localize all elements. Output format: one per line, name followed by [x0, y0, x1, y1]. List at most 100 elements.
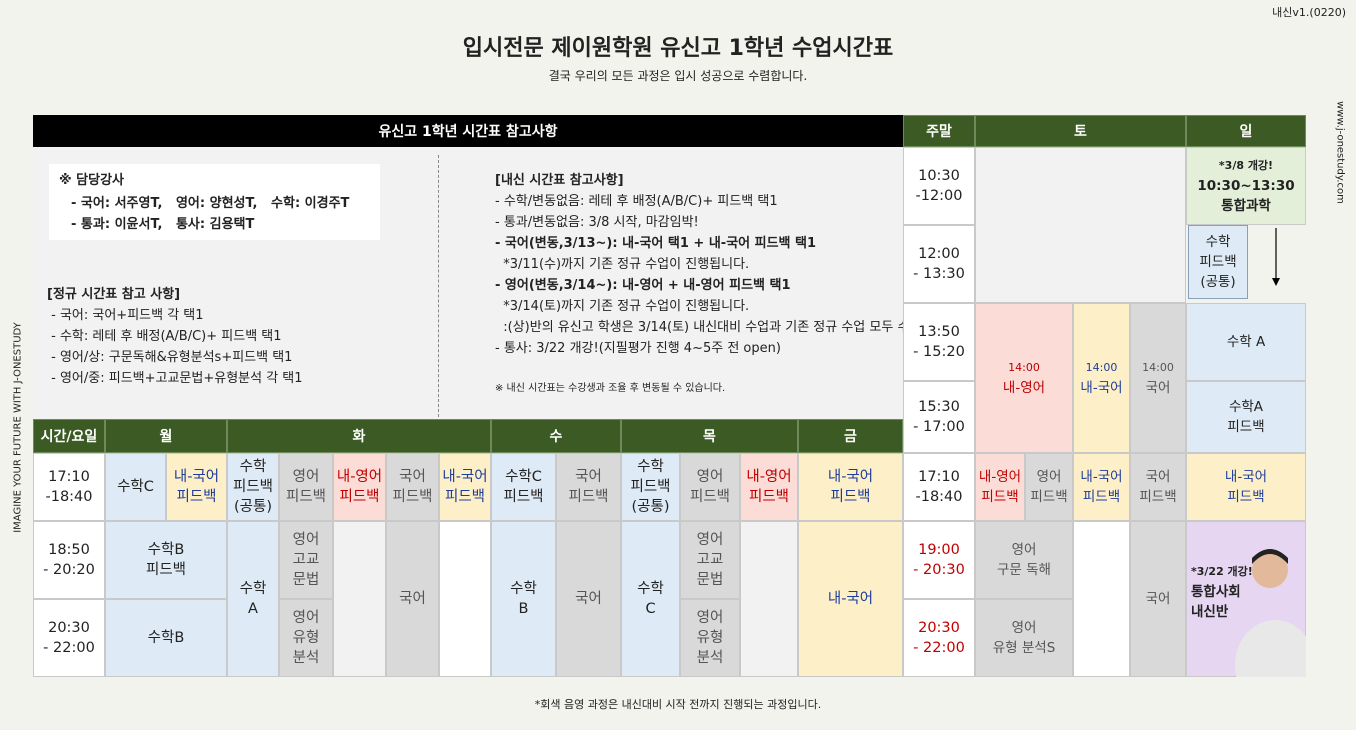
cell-text: 14:00	[1008, 361, 1040, 374]
cell-text: 수학 A	[1226, 334, 1266, 350]
regular-line: - 국어: 국어+피드백 각 택1	[47, 308, 204, 323]
cell-text: 18:50	[48, 542, 90, 558]
cell-text: 20:30	[918, 620, 960, 636]
class-cell: 17:10 -18:40	[903, 453, 975, 521]
class-cell: 내-국어	[798, 521, 903, 677]
day-header: 수	[491, 419, 621, 453]
cell-text: 피드백	[1082, 489, 1121, 505]
side-slogan: IMAGINE YOUR FUTURE WITH J-ONESTUDY	[12, 322, 24, 533]
cell-text: 분석	[292, 650, 320, 666]
subtitle: 결국 우리의 모든 과정은 입시 성공으로 수렴합니다.	[548, 69, 808, 83]
cell-text: 피드백	[1227, 419, 1265, 435]
cell-text: 고교	[696, 552, 724, 568]
class-cell: 18:50 - 20:20	[33, 521, 105, 599]
class-cell: 내-영어 피드백	[975, 453, 1025, 521]
cell-text: 영어	[1011, 620, 1037, 636]
class-cell: 영어 유형 분석	[279, 599, 333, 677]
notes-heading: 유신고 1학년 시간표 참고사항	[33, 115, 903, 147]
naesin-line: - 영어(변동,3/14~): 내-영어 + 내-영어 피드백 택1	[495, 278, 791, 293]
cell-text: 내-국어	[1224, 469, 1268, 485]
class-cell: 수학 A	[1186, 303, 1306, 381]
cell-text: 14:00	[1142, 361, 1174, 374]
cell-text: 문법	[696, 572, 724, 588]
cell-text: - 20:30	[913, 562, 965, 578]
naesin-line: *3/14(토)까지 기존 정규 수업이 진행됩니다.	[495, 299, 750, 314]
cell-text: (공통)	[631, 499, 670, 515]
empty-cell	[1073, 521, 1130, 677]
cell-text: 피드백	[748, 489, 790, 505]
cell-text: 피드백	[176, 489, 217, 505]
class-cell: 15:30 - 17:00	[903, 381, 975, 453]
cell-text: 피드백	[392, 489, 433, 505]
cell-text: 내-영어	[978, 469, 1022, 485]
cell-text: 통합과학	[1221, 198, 1271, 214]
class-cell: 수학C 피드백	[491, 453, 556, 521]
cell-text: A	[248, 601, 258, 617]
cell-text: 15:30	[918, 399, 960, 415]
cell-text: 문법	[292, 572, 320, 588]
arrow	[1272, 228, 1280, 286]
cell-text: 17:10	[48, 469, 90, 485]
cell-text: (공통)	[1200, 274, 1236, 290]
cell-text: 구문 독해	[997, 562, 1051, 578]
cell-text: (공통)	[234, 499, 272, 515]
class-cell: 20:30 - 22:00	[33, 599, 105, 677]
naesin-title: [내신 시간표 참고사항]	[495, 173, 624, 188]
cell-text: 내-영어	[336, 469, 383, 485]
cell-text: 유형	[696, 630, 724, 646]
cell-text: 피드백	[285, 489, 327, 505]
cell-text: 수학	[637, 581, 664, 597]
day-header: 화	[227, 419, 491, 453]
class-cell: 수학C	[105, 453, 166, 521]
cell-text: 피드백	[232, 479, 274, 495]
cell-text: 20:30	[48, 620, 90, 636]
class-cell: 19:00 - 20:30	[903, 521, 975, 599]
footer: *회색 음영 과정은 내신대비 시작 전까지 진행되는 과정입니다.	[534, 698, 822, 711]
class-cell: 내-국어 피드백	[798, 453, 903, 521]
cell-text: 14:00	[1085, 361, 1118, 374]
cell-text: - 15:20	[913, 344, 965, 360]
class-cell: 국어	[556, 521, 621, 677]
cell-text: 피드백	[830, 489, 871, 505]
class-cell: 내-국어 피드백	[1073, 453, 1130, 521]
teachers-box: ※ 담당강사 - 국어: 서주영T, 영어: 양현성T, 수학: 이경주T - …	[49, 164, 380, 240]
day-header: 금	[798, 419, 903, 453]
cell-text: 12:00	[918, 246, 960, 262]
cell-text: 영어	[1036, 469, 1062, 485]
cell-text: 수학B	[147, 630, 185, 646]
cell-text: -18:40	[915, 489, 963, 505]
cell-text: 국어	[575, 469, 602, 485]
class-cell: 국어 피드백	[556, 453, 621, 521]
naesin-line: - 국어(변동,3/13~): 내-국어 택1 + 내-국어 피드백 택1	[495, 236, 817, 251]
class-cell: 수학 피드백 (공통)	[227, 453, 279, 521]
teachers-line: - 통과: 이윤서T, 통사: 김용택T	[71, 217, 255, 232]
class-cell: 20:30 - 22:00	[903, 599, 975, 677]
title: 입시전문 제이원학원 유신고 1학년 수업시간표	[462, 36, 894, 61]
class-cell: 수학 B	[491, 521, 556, 677]
cell-text: *3/8 개강!	[1218, 159, 1274, 172]
cell-text: 수학A	[1228, 399, 1264, 415]
cell-text: 고교	[292, 552, 320, 568]
version: 내신v1.(0220)	[1272, 6, 1346, 19]
class-cell: 국어	[386, 521, 439, 677]
photo-body	[1235, 620, 1306, 677]
cell-text: 영어	[292, 532, 320, 548]
cell-text: 수학B	[147, 542, 185, 558]
regular-title: [정규 시간표 참고 사항]	[47, 287, 181, 302]
cell-text: 피드백	[1139, 489, 1177, 505]
cell-text: 수학	[239, 581, 267, 597]
class-cell: 국어	[1130, 521, 1186, 677]
class-cell: 영어 피드백	[680, 453, 740, 521]
empty-cell	[439, 521, 491, 677]
class-cell: 수학 피드백 (공통)	[1188, 225, 1248, 299]
cell-text: 피드백	[339, 489, 380, 505]
class-cell: 영어 고교 문법	[680, 521, 740, 599]
cell-text: 국어	[399, 469, 426, 485]
cell-text: 피드백	[1030, 489, 1068, 505]
cell-text: 분석	[696, 650, 724, 666]
naesin-line: *3/11(수)까지 기존 정규 수업이 진행됩니다.	[495, 257, 750, 272]
